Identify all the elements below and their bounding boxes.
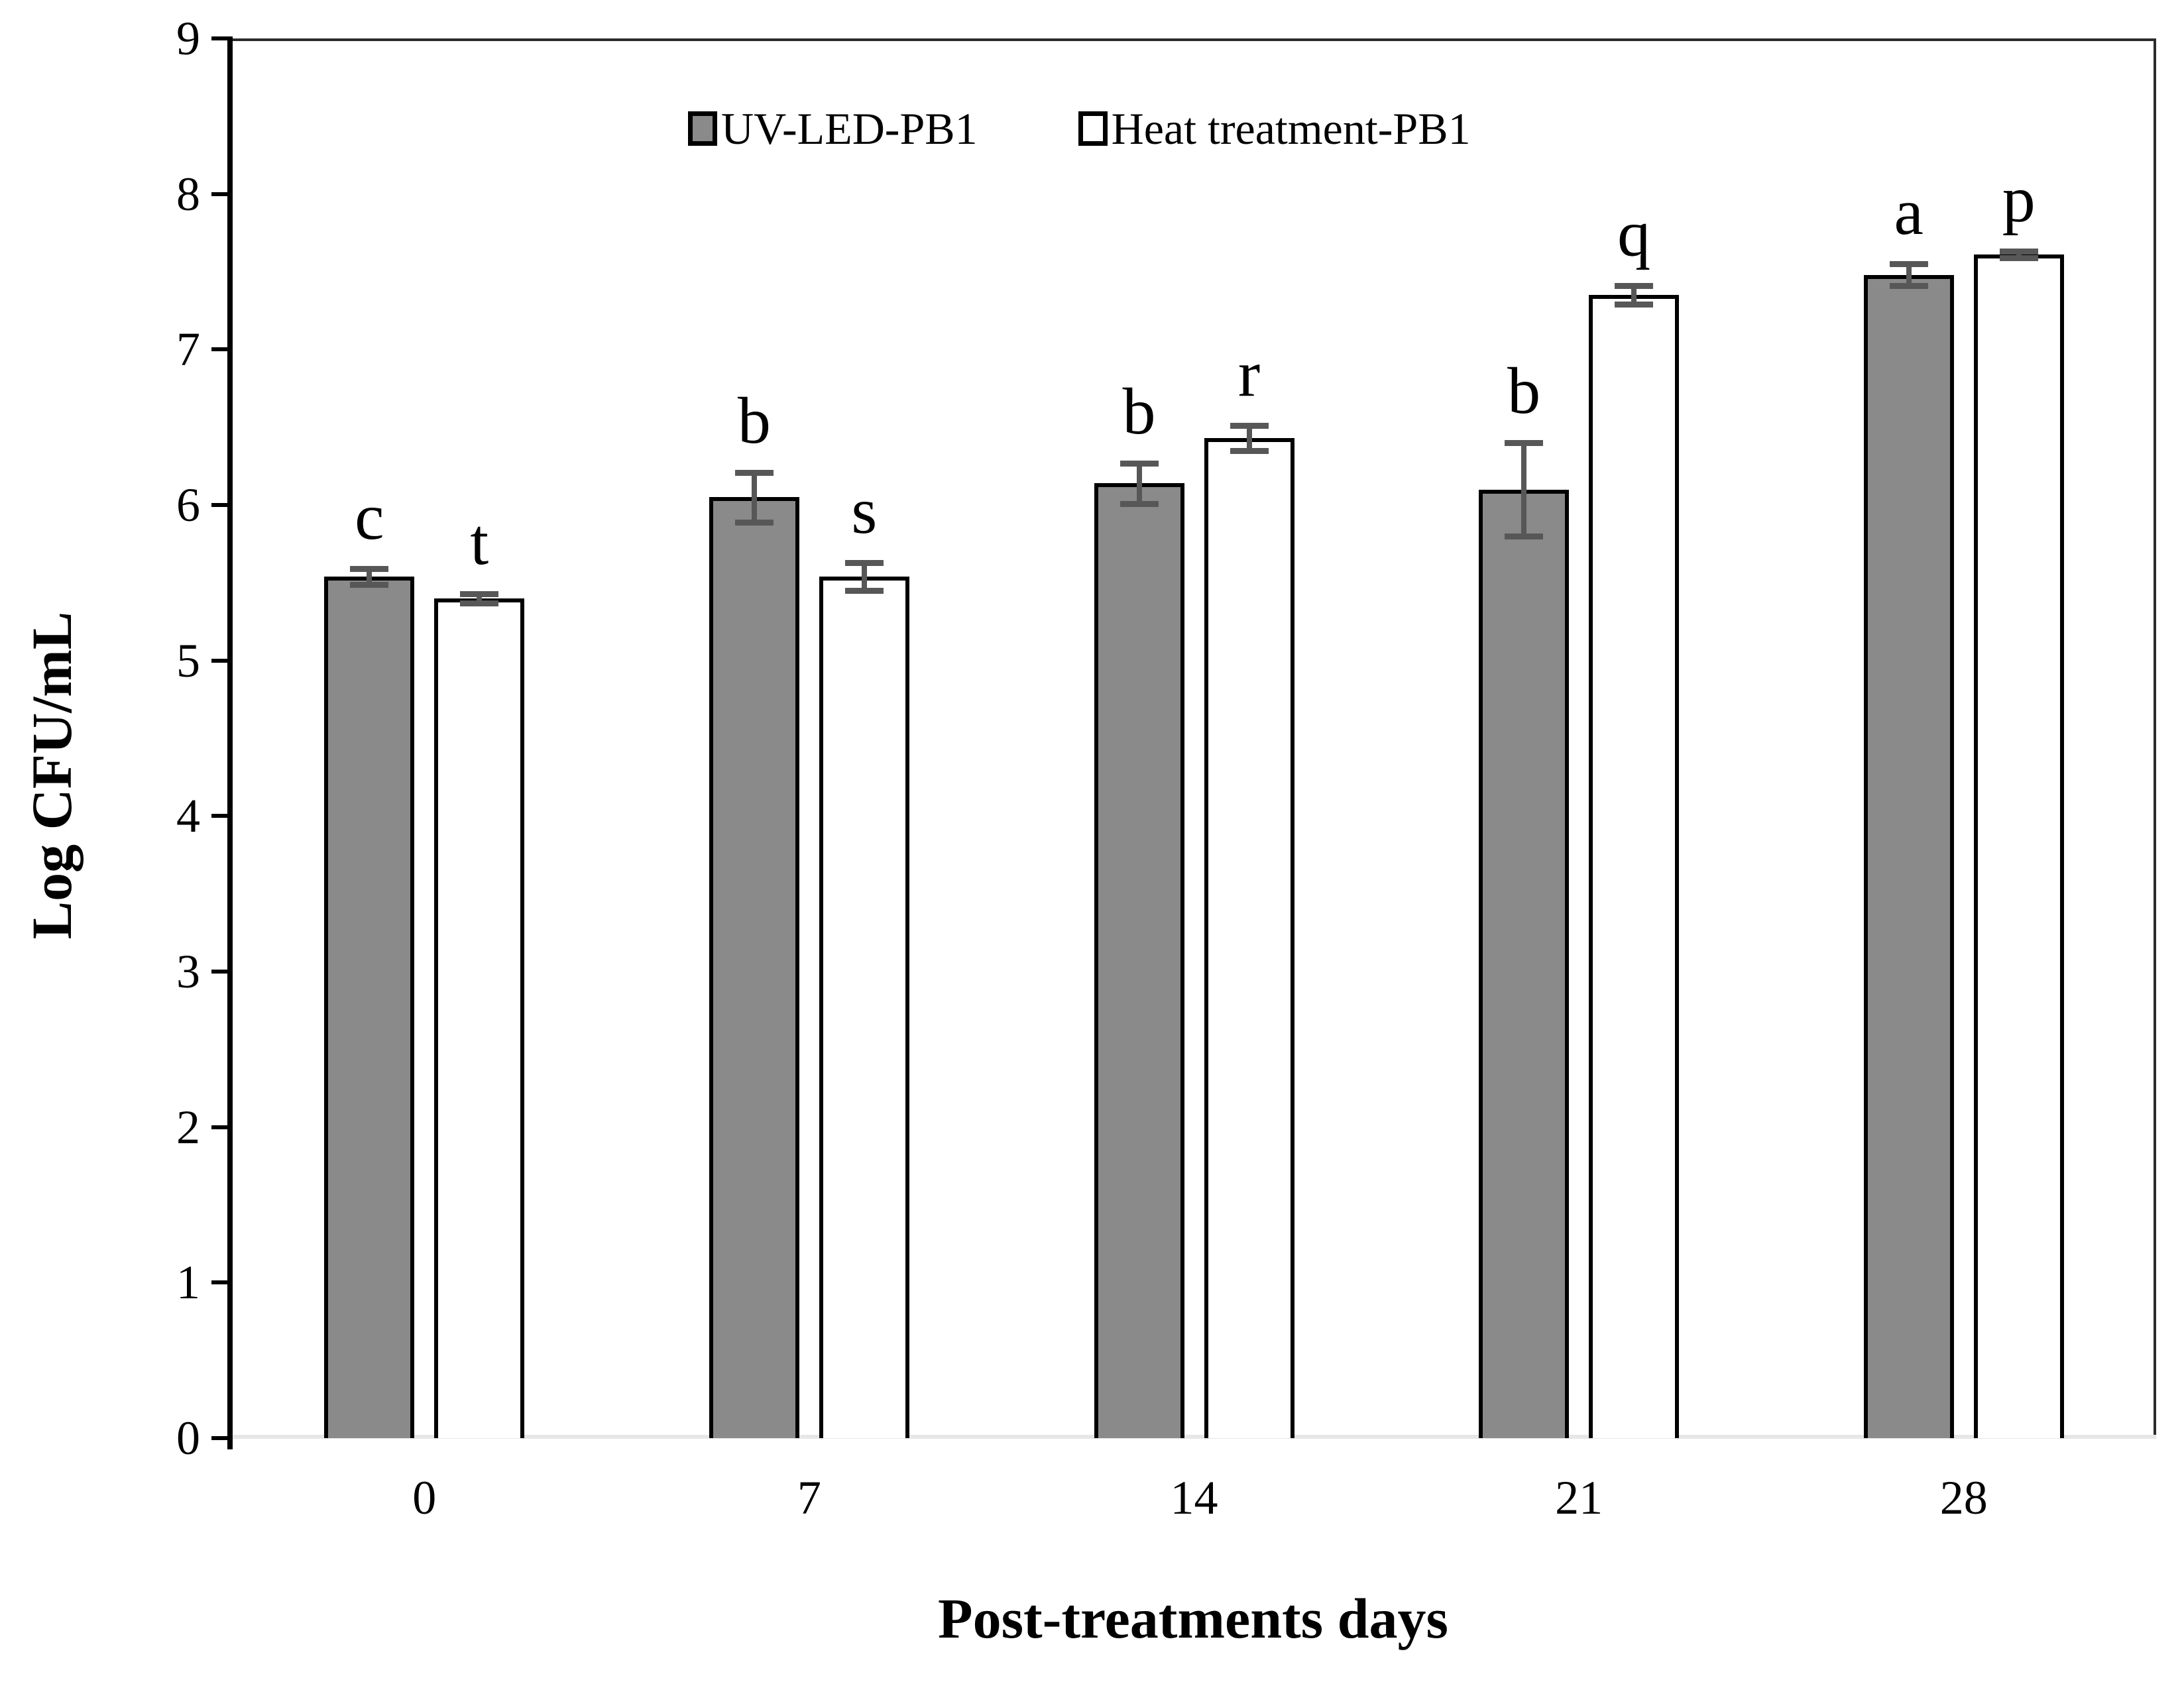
significance-letter: p bbox=[2002, 162, 2036, 237]
y-tick-mark bbox=[211, 1280, 233, 1285]
error-bar-cap-bottom bbox=[734, 519, 774, 526]
x-tick-label: 7 bbox=[797, 1471, 821, 1524]
significance-letter: t bbox=[470, 504, 489, 579]
error-bar bbox=[751, 472, 757, 522]
error-bar-cap-bottom bbox=[1889, 283, 1928, 290]
significance-letter: s bbox=[851, 473, 878, 547]
error-bar bbox=[1136, 463, 1142, 504]
bar-uv-led-pb1-day28 bbox=[1863, 274, 1954, 1438]
error-bar-cap-bottom bbox=[1615, 302, 1654, 308]
y-tick-label: 6 bbox=[176, 478, 200, 532]
error-bar-cap-top bbox=[734, 469, 774, 476]
legend-item-heat-treatment-pb1: Heat treatment-PB1 bbox=[1078, 105, 1471, 152]
significance-letter: b bbox=[1507, 354, 1541, 428]
bar-uv-led-pb1-day21 bbox=[1479, 489, 1570, 1438]
significance-letter: b bbox=[1122, 374, 1156, 448]
legend-swatch-icon bbox=[688, 111, 717, 146]
significance-letter: q bbox=[1617, 197, 1651, 271]
y-tick-label: 2 bbox=[176, 1100, 200, 1154]
error-bar-cap-bottom bbox=[350, 581, 389, 588]
plot-border-right bbox=[2154, 38, 2156, 1438]
significance-letter: b bbox=[737, 383, 771, 457]
error-bar-cap-top bbox=[1999, 249, 2038, 255]
error-bar-cap-top bbox=[460, 590, 499, 597]
y-tick-mark bbox=[211, 503, 233, 507]
legend: UV-LED-PB1 Heat treatment-PB1 bbox=[688, 105, 1471, 152]
error-bar-cap-bottom bbox=[1230, 447, 1269, 454]
bar-uv-led-pb1-day0 bbox=[324, 576, 415, 1438]
y-axis-title: Log CFU/mL bbox=[20, 611, 84, 940]
y-tick-label: 0 bbox=[176, 1412, 200, 1465]
x-axis-title: Post-treatments days bbox=[938, 1587, 1448, 1650]
plot-border-top bbox=[232, 38, 2156, 41]
y-tick-mark bbox=[211, 658, 233, 663]
error-bar-cap-bottom bbox=[1120, 500, 1159, 507]
y-tick-label: 5 bbox=[176, 634, 200, 687]
error-bar bbox=[861, 562, 867, 591]
error-bar-cap-top bbox=[1889, 261, 1928, 268]
y-tick-label: 9 bbox=[176, 12, 200, 65]
x-tick-label: 0 bbox=[412, 1471, 437, 1524]
error-bar bbox=[1906, 264, 1912, 286]
y-tick-mark bbox=[211, 1436, 233, 1440]
bar-heat-treatment-pb1-day0 bbox=[434, 598, 525, 1438]
bar-heat-treatment-pb1-day28 bbox=[1973, 254, 2064, 1438]
error-bar-cap-bottom bbox=[1999, 254, 2038, 261]
y-tick-label: 3 bbox=[176, 945, 200, 998]
x-tick-label: 21 bbox=[1555, 1471, 1603, 1524]
x-tick-label: 14 bbox=[1170, 1471, 1218, 1524]
error-bar-cap-top bbox=[350, 566, 389, 573]
bar-heat-treatment-pb1-day7 bbox=[819, 576, 909, 1438]
error-bar bbox=[1521, 443, 1527, 536]
bar-heat-treatment-pb1-day14 bbox=[1204, 438, 1294, 1438]
x-axis-line bbox=[232, 1435, 2156, 1439]
y-tick-label: 1 bbox=[176, 1256, 200, 1310]
legend-label: Heat treatment-PB1 bbox=[1111, 103, 1471, 154]
y-tick-mark bbox=[211, 347, 233, 352]
y-tick-mark bbox=[211, 814, 233, 818]
error-bar-cap-top bbox=[844, 559, 884, 566]
y-tick-label: 7 bbox=[176, 323, 200, 376]
error-bar-cap-bottom bbox=[1505, 533, 1544, 539]
error-bar bbox=[1246, 425, 1252, 451]
y-tick-mark bbox=[211, 36, 233, 40]
significance-letter: c bbox=[355, 480, 384, 554]
y-tick-mark bbox=[211, 970, 233, 974]
error-bar-cap-top bbox=[1615, 283, 1654, 290]
bar-uv-led-pb1-day14 bbox=[1094, 483, 1184, 1438]
y-axis-line bbox=[227, 38, 233, 1449]
y-tick-label: 8 bbox=[176, 167, 200, 221]
x-tick-label: 28 bbox=[1939, 1471, 1988, 1524]
significance-letter: a bbox=[1894, 175, 1924, 249]
legend-swatch-icon bbox=[1078, 111, 1108, 146]
y-tick-mark bbox=[211, 192, 233, 196]
error-bar bbox=[477, 593, 483, 603]
error-bar-cap-bottom bbox=[844, 588, 884, 594]
error-bar bbox=[367, 569, 373, 585]
error-bar bbox=[1631, 286, 1637, 305]
legend-item-uv-led-pb1: UV-LED-PB1 bbox=[688, 105, 978, 152]
y-tick-label: 4 bbox=[176, 789, 200, 843]
bar-uv-led-pb1-day7 bbox=[709, 497, 799, 1438]
legend-label: UV-LED-PB1 bbox=[721, 103, 978, 154]
significance-letter: r bbox=[1237, 337, 1261, 411]
bar-heat-treatment-pb1-day21 bbox=[1589, 295, 1680, 1438]
error-bar-cap-bottom bbox=[460, 600, 499, 606]
error-bar-cap-top bbox=[1230, 423, 1269, 429]
error-bar-cap-top bbox=[1120, 460, 1159, 467]
y-tick-mark bbox=[211, 1125, 233, 1129]
error-bar-cap-top bbox=[1505, 440, 1544, 447]
